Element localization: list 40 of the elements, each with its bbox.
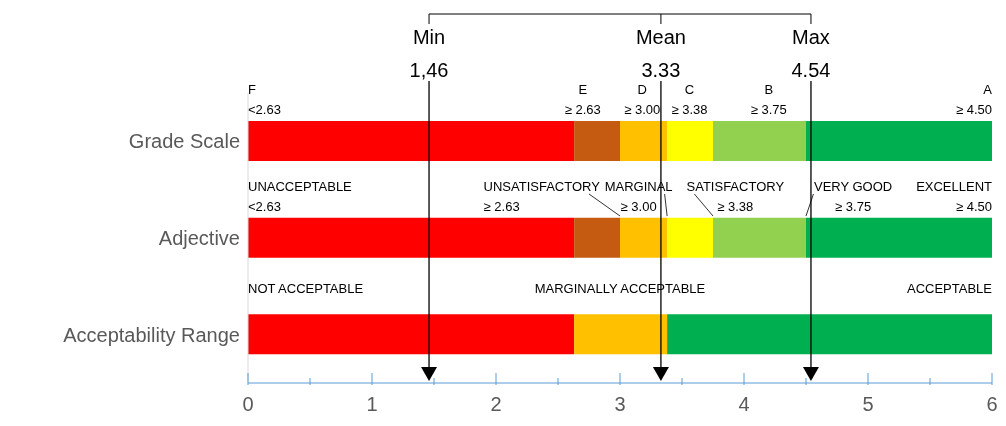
annotation: SATISFACTORY ≥ 3.38 [686,179,785,214]
bar [806,217,992,258]
bar [248,314,575,355]
annotation: A ≥ 4.50 [955,82,993,118]
y-tick-label: Grade Scale [128,130,240,153]
annotation: ACCEPTABLE [906,280,993,296]
bar [806,121,992,161]
annotation: F <2.63 [248,82,281,118]
annotation: D ≥ 3.00 [624,82,661,118]
x-tick-label: 6 [986,393,998,415]
ref-line-label: Min 1,46 [409,26,449,81]
x-tick-label: 2 [490,393,502,415]
bar [574,121,620,161]
ref-line-label: Max 4.54 [791,26,831,81]
annotation: VERY GOOD ≥ 3.75 [813,179,893,214]
ref-line-label: Mean 3.33 [635,26,686,81]
annotation: E ≥ 2.63 [564,82,601,118]
bar [667,121,713,161]
bar [713,217,806,258]
bar [574,217,620,258]
x-tick-label: 4 [738,393,750,415]
x-tick-label: 5 [862,393,874,415]
y-tick-label: Adjective [158,227,240,250]
bar [713,121,806,161]
y-tick-label: Acceptability Range [63,323,240,346]
annotation: C ≥ 3.38 [671,82,708,118]
bar [667,217,713,258]
bar [620,217,668,258]
x-tick-label: 0 [242,393,254,415]
bar [248,217,575,258]
annotation: B ≥ 3.75 [750,82,787,118]
bar [248,121,575,161]
x-tick-label: 3 [614,393,626,415]
x-tick-label: 1 [366,393,378,415]
bar [667,314,992,355]
annotation: UNACCEPTABLE <2.63 [248,179,353,214]
annotation: UNSATISFACTORY ≥ 2.63 [483,179,601,214]
annotation: EXCELLENT ≥ 4.50 [916,179,993,214]
bar [620,121,668,161]
annotation: NOT ACCEPTABLE [248,280,364,296]
